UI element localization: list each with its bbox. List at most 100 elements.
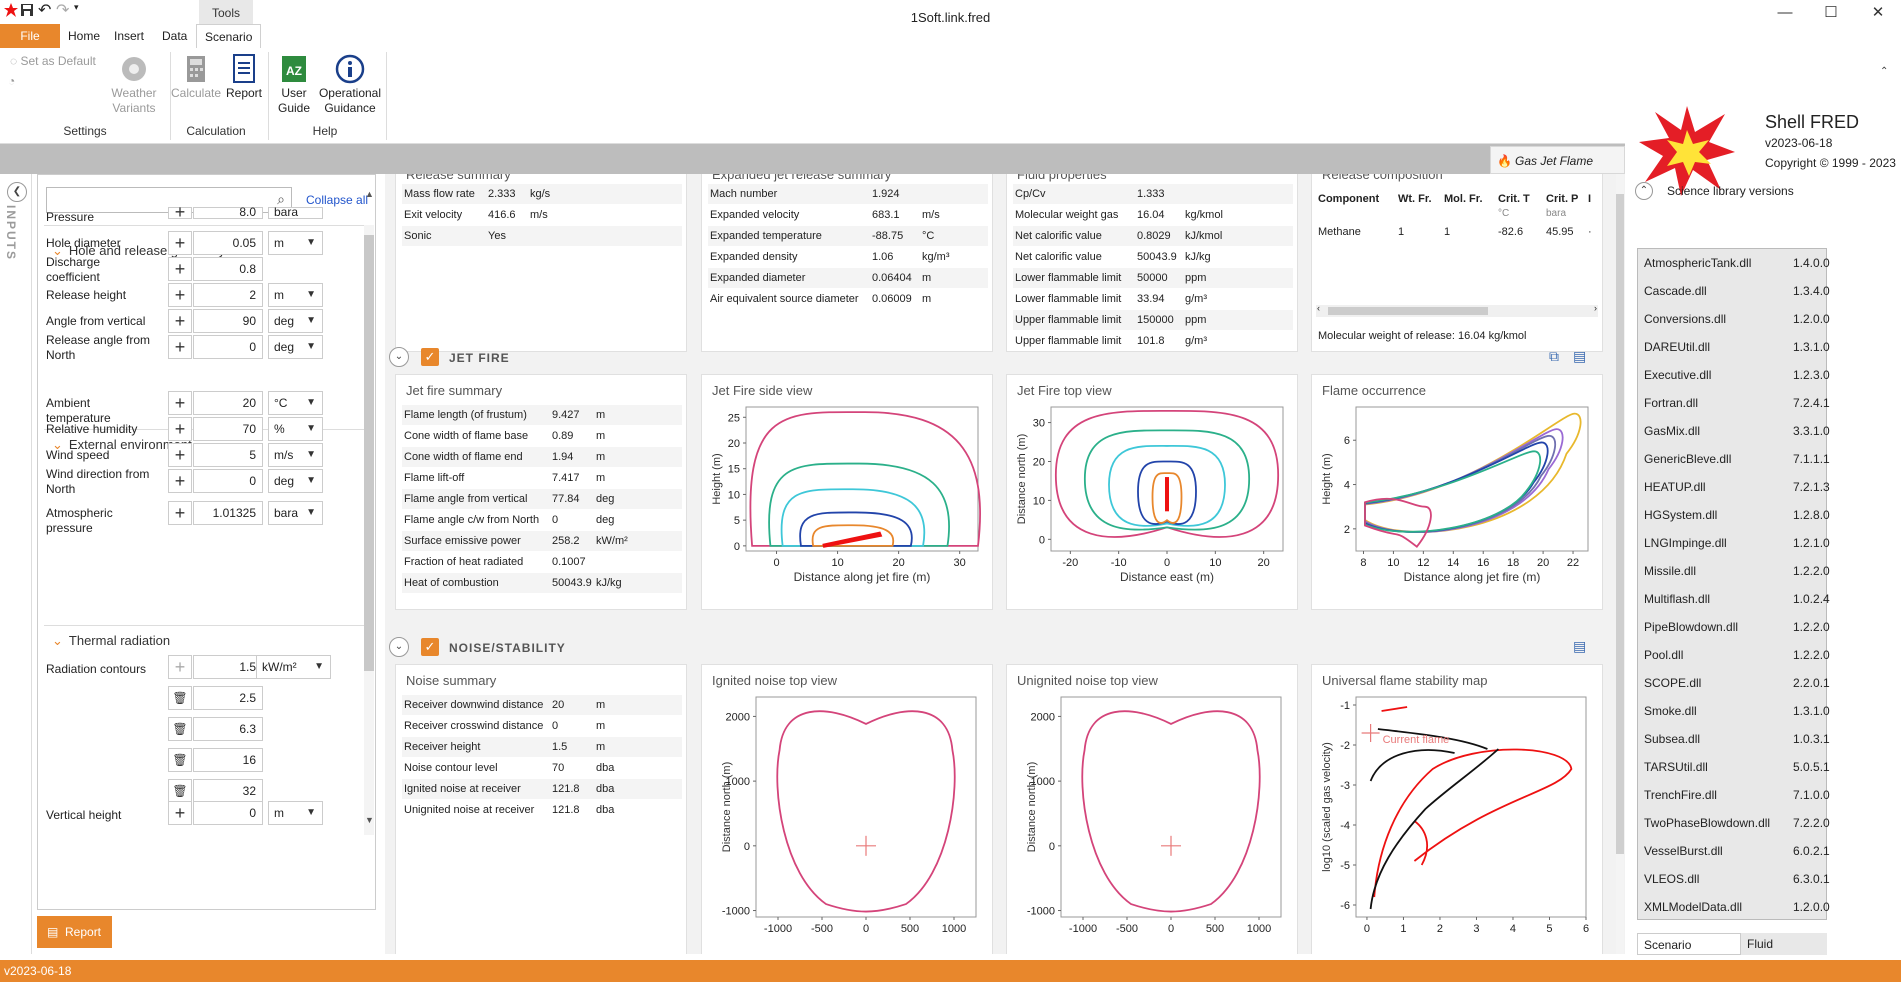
tab-scenario-explorer[interactable]: Scenario Explorer bbox=[1637, 933, 1741, 974]
radiation-unit-select[interactable]: kW/m² ▼ bbox=[256, 655, 331, 679]
tab-fluid-explorer[interactable]: Fluid Explorer bbox=[1741, 933, 1827, 973]
row-label: Receiver crosswind distance bbox=[404, 720, 544, 732]
add-button[interactable]: + bbox=[168, 257, 192, 281]
add-button[interactable]: + bbox=[168, 469, 192, 493]
input-value[interactable]: 0.8 bbox=[193, 257, 263, 281]
unit-select[interactable]: deg ▼ bbox=[268, 309, 323, 333]
report-button[interactable]: ▤ Report bbox=[37, 916, 112, 948]
delete-contour-icon[interactable]: 🗑 bbox=[168, 748, 192, 772]
add-button[interactable]: + bbox=[168, 801, 192, 825]
report-doc-icon[interactable]: ▤ bbox=[1573, 348, 1587, 364]
inputs-strip-label[interactable]: INPUTS bbox=[4, 205, 18, 262]
tab-file[interactable]: File bbox=[0, 24, 60, 48]
unit-select[interactable]: % ▼ bbox=[268, 417, 323, 441]
maximize-icon[interactable]: ☐ bbox=[1824, 4, 1838, 21]
results-scrollbar-thumb[interactable] bbox=[1616, 194, 1624, 854]
save-icon[interactable] bbox=[20, 3, 34, 17]
horizontal-scrollbar[interactable]: ‹ › bbox=[1316, 303, 1598, 317]
collapse-all-link[interactable]: Collapse all bbox=[306, 193, 369, 207]
add-button[interactable]: + bbox=[168, 443, 192, 467]
input-value[interactable]: 1.01325 bbox=[193, 501, 263, 525]
add-button[interactable]: + bbox=[168, 203, 192, 221]
unit-select[interactable]: m/s ▼ bbox=[268, 443, 323, 467]
unit-select[interactable]: m ▼ bbox=[268, 231, 323, 255]
ribbon-collapse-icon[interactable]: ⌃ bbox=[1880, 66, 1889, 77]
jet-fire-checkbox[interactable]: ✓ bbox=[421, 348, 439, 366]
add-button[interactable]: + bbox=[168, 309, 192, 333]
input-value[interactable]: 20 bbox=[193, 391, 263, 415]
tab-scenario[interactable]: Scenario bbox=[196, 24, 262, 48]
collapse-noise-icon[interactable]: ⌄ bbox=[389, 637, 409, 657]
tab-home[interactable]: Home bbox=[68, 29, 101, 43]
library-version: 1.3.4.0 bbox=[1793, 284, 1830, 298]
input-value[interactable]: 8.0 bbox=[193, 206, 263, 219]
quick-access-dropdown-icon[interactable]: ▾ bbox=[74, 2, 79, 12]
radiation-value[interactable]: 2.5 bbox=[193, 686, 263, 710]
input-value[interactable]: 70 bbox=[193, 417, 263, 441]
scroll-down-icon[interactable]: ▼ bbox=[365, 815, 374, 825]
section-external-environment[interactable]: ⌄ External environment bbox=[52, 437, 192, 452]
report-ribbon-button[interactable]: Report bbox=[222, 54, 266, 101]
inputs-scrollbar-thumb[interactable] bbox=[364, 235, 374, 671]
redo-icon[interactable]: ↷ bbox=[56, 2, 70, 19]
row-value: 1.06 bbox=[872, 251, 894, 263]
copy-image-icon[interactable]: ⧉ bbox=[1549, 348, 1559, 364]
add-button[interactable]: + bbox=[168, 391, 192, 415]
add-button[interactable]: + bbox=[168, 417, 192, 441]
collapse-jet-fire-icon[interactable]: ⌄ bbox=[389, 347, 409, 367]
radiation-value[interactable]: 32 bbox=[193, 779, 263, 803]
add-button[interactable]: + bbox=[168, 231, 192, 255]
horizontal-scrollbar-thumb[interactable] bbox=[1328, 307, 1488, 315]
add-button[interactable]: + bbox=[168, 501, 192, 525]
input-value[interactable]: 5 bbox=[193, 443, 263, 467]
input-value[interactable]: 0 bbox=[193, 469, 263, 493]
scroll-right-icon[interactable]: › bbox=[1594, 303, 1597, 313]
contour-line bbox=[749, 411, 981, 547]
unit-select[interactable]: bara bbox=[268, 206, 323, 219]
undo-icon[interactable]: ↶ bbox=[38, 2, 52, 19]
radiation-value[interactable]: 6.3 bbox=[193, 717, 263, 741]
weather-variants-button[interactable]: Weather Variants bbox=[104, 54, 164, 116]
noise-checkbox[interactable]: ✓ bbox=[421, 638, 439, 656]
close-icon[interactable]: ✕ bbox=[1871, 4, 1885, 21]
calculate-button[interactable]: Calculate bbox=[170, 54, 222, 101]
tab-insert[interactable]: Insert bbox=[114, 29, 145, 43]
radiation-value[interactable]: 16 bbox=[193, 748, 263, 772]
unit-select[interactable]: °C ▼ bbox=[268, 391, 323, 415]
user-guide-button[interactable]: AZ User Guide bbox=[274, 54, 314, 116]
report-doc-icon[interactable]: ▤ bbox=[1573, 638, 1587, 654]
unit-select[interactable]: bara ▼ bbox=[268, 501, 323, 525]
input-value[interactable]: 0 bbox=[193, 335, 263, 359]
tab-data[interactable]: Data bbox=[162, 29, 188, 43]
chevron-down-icon: ▼ bbox=[314, 661, 324, 672]
input-value[interactable]: 90 bbox=[193, 309, 263, 333]
scroll-up-icon[interactable]: ▲ bbox=[365, 189, 374, 199]
delete-contour-icon[interactable]: 🗑 bbox=[168, 717, 192, 741]
add-button[interactable]: + bbox=[168, 335, 192, 359]
svg-text:AZ: AZ bbox=[286, 64, 302, 78]
unit-select[interactable]: m ▼ bbox=[268, 801, 323, 825]
section-thermal-radiation[interactable]: ⌄ Thermal radiation bbox=[52, 633, 171, 648]
toggle-icon[interactable]: ◔ bbox=[8, 74, 16, 88]
unit-select[interactable]: deg ▼ bbox=[268, 469, 323, 493]
results-scrollbar[interactable] bbox=[1616, 174, 1624, 954]
set-as-default-button[interactable]: ◌ Set as Default bbox=[10, 54, 96, 68]
minimize-icon[interactable]: — bbox=[1777, 4, 1793, 21]
operational-guidance-button[interactable]: Operational Guidance bbox=[316, 54, 384, 116]
unit-select[interactable]: m ▼ bbox=[268, 283, 323, 307]
delete-contour-icon[interactable]: 🗑 bbox=[168, 686, 192, 710]
search-icon[interactable]: ⌕ bbox=[277, 191, 285, 207]
add-contour-button[interactable]: + bbox=[168, 655, 192, 679]
table-row: Mass flow rate 2.333 kg/s bbox=[402, 184, 682, 204]
unit-select[interactable]: deg ▼ bbox=[268, 335, 323, 359]
scroll-left-icon[interactable]: ‹ bbox=[1317, 303, 1320, 313]
table-row: Net calorific value 50043.9 kJ/kg bbox=[1013, 247, 1293, 267]
add-button[interactable]: + bbox=[168, 283, 192, 307]
collapse-libraries-icon[interactable]: ⌃ bbox=[1635, 182, 1653, 200]
radiation-value[interactable]: 1.5 bbox=[193, 655, 263, 679]
collapse-inputs-icon[interactable]: ❮ bbox=[7, 182, 27, 202]
delete-contour-icon[interactable]: 🗑 bbox=[168, 779, 192, 803]
input-value[interactable]: 0 bbox=[193, 801, 263, 825]
input-value[interactable]: 2 bbox=[193, 283, 263, 307]
input-value[interactable]: 0.05 bbox=[193, 231, 263, 255]
